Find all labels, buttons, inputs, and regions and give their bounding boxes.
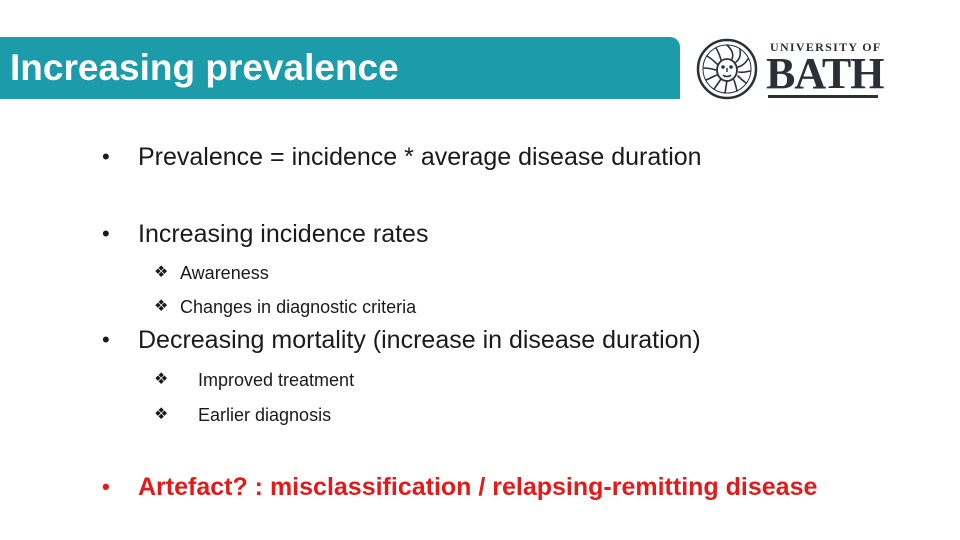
- bullet-dot: •: [102, 221, 110, 246]
- diamond-bullet-icon: ❖: [154, 371, 169, 388]
- slide-title: Increasing prevalence: [10, 47, 399, 88]
- bullet-text: Artefact? : misclassification / relapsin…: [138, 473, 818, 501]
- bullet-text: Increasing incidence rates: [138, 220, 429, 248]
- bullet-dot: •: [102, 144, 110, 169]
- diamond-bullet-icon: ❖: [154, 264, 169, 281]
- bullet-text: Prevalence = incidence * average disease…: [138, 143, 702, 171]
- diamond-bullet-icon: ❖: [154, 298, 169, 315]
- diamond-bullet-icon: ❖: [154, 406, 169, 423]
- title-bar: Increasing prevalence: [0, 37, 680, 99]
- sub-bullet-text: Changes in diagnostic criteria: [180, 297, 417, 317]
- university-logo: UNIVERSITY OF BATH: [692, 36, 884, 102]
- bullet-dot: •: [102, 327, 110, 352]
- bath-seal-icon: [696, 38, 758, 100]
- sub-bullet-text: Earlier diagnosis: [198, 405, 332, 425]
- logo-underline: [768, 95, 878, 98]
- logo-main-word: BATH: [766, 49, 884, 98]
- sub-bullet-text: Improved treatment: [198, 370, 355, 390]
- bullet-text: Decreasing mortality (increase in diseas…: [138, 326, 701, 354]
- sub-bullet-text: Awareness: [180, 263, 269, 283]
- logo-top-line: UNIVERSITY OF: [770, 40, 882, 54]
- bullet-dot: •: [102, 474, 110, 499]
